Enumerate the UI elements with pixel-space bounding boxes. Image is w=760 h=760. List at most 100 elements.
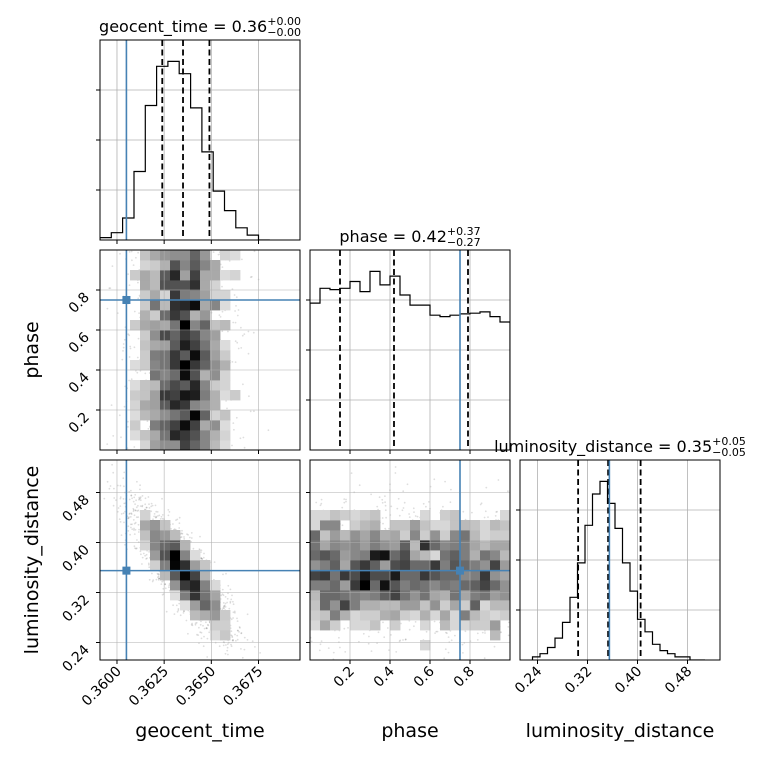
density-cell — [200, 370, 211, 381]
scatter-point — [213, 561, 216, 563]
scatter-point — [236, 634, 239, 637]
scatter-point — [137, 504, 139, 507]
scatter-point — [168, 586, 170, 589]
density-cell — [190, 300, 201, 311]
scatter-point — [222, 602, 225, 604]
scatter-point — [235, 639, 237, 642]
density-cell — [220, 300, 231, 311]
scatter-point — [178, 602, 181, 605]
scatter-point — [116, 312, 119, 314]
scatter-point — [250, 275, 253, 278]
scatter-point — [120, 436, 122, 439]
density-cell — [170, 270, 181, 281]
scatter-point — [132, 500, 135, 503]
density-cell — [210, 380, 221, 391]
scatter-point — [112, 471, 115, 474]
scatter-point — [223, 607, 226, 610]
scatter-point — [97, 499, 99, 501]
scatter-point — [237, 347, 240, 350]
density-cell — [160, 270, 171, 281]
density-cell — [180, 260, 191, 271]
density-cell — [230, 390, 241, 401]
density-cell — [150, 370, 161, 381]
scatter-point — [238, 631, 240, 633]
scatter-point — [180, 536, 183, 538]
density-cell — [170, 340, 181, 351]
scatter-point — [253, 410, 255, 413]
scatter-point — [190, 623, 193, 626]
scatter-point — [130, 250, 133, 253]
scatter-point — [226, 646, 229, 649]
scatter-point — [133, 529, 135, 531]
density-cell — [190, 340, 201, 351]
scatter-point — [110, 404, 113, 406]
density-cell — [210, 410, 221, 421]
scatter-point — [198, 548, 201, 550]
density-cell — [170, 330, 181, 341]
density-cell — [140, 440, 151, 450]
scatter-point — [127, 517, 129, 520]
scatter-point — [223, 605, 225, 607]
scatter-point — [138, 312, 141, 314]
density-cell — [160, 410, 171, 421]
scatter-point — [130, 513, 133, 515]
scatter-point — [202, 624, 204, 627]
density-cell — [140, 250, 151, 261]
scatter-point — [203, 635, 205, 638]
density-cell — [200, 340, 211, 351]
scatter-point — [168, 511, 171, 513]
density-cell — [140, 310, 151, 321]
density-cell — [220, 270, 231, 281]
scatter-point — [234, 361, 237, 363]
scatter-point — [190, 537, 193, 539]
scatter-point — [202, 556, 205, 559]
scatter-point — [241, 258, 243, 261]
density-cell — [170, 350, 181, 361]
scatter-point — [155, 510, 158, 513]
density-cell — [150, 410, 161, 421]
scatter-point — [121, 358, 124, 361]
scatter-point — [157, 575, 160, 577]
density-cell — [200, 290, 211, 301]
scatter-point — [198, 626, 200, 629]
scatter-point — [232, 321, 235, 324]
scatter-point — [161, 514, 164, 516]
scatter-point — [253, 250, 256, 253]
density-cell — [220, 340, 231, 351]
scatter-point — [249, 276, 252, 279]
scatter-point — [240, 648, 242, 650]
scatter-point — [153, 513, 156, 515]
density-cell — [170, 430, 181, 441]
scatter-point — [177, 608, 180, 610]
scatter-point — [154, 516, 157, 519]
density-cell — [200, 380, 211, 391]
density-cell — [170, 360, 181, 371]
scatter-point — [119, 484, 122, 487]
scatter-point — [176, 610, 179, 613]
scatter-point — [123, 521, 125, 524]
density-cell — [190, 280, 201, 291]
density-cell — [170, 370, 181, 381]
scatter-point — [158, 577, 160, 580]
density-cell — [150, 440, 161, 450]
density-cell — [140, 390, 151, 401]
scatter-point — [137, 541, 140, 544]
scatter-point — [129, 512, 131, 515]
density-cell — [130, 410, 141, 421]
scatter-point — [120, 513, 123, 515]
scatter-point — [144, 372, 147, 375]
scatter-point — [201, 558, 204, 561]
scatter-point — [173, 613, 176, 615]
scatter-point — [227, 584, 230, 587]
scatter-point — [241, 656, 244, 659]
scatter-point — [221, 310, 224, 313]
scatter-point — [201, 557, 203, 560]
scatter-point — [173, 528, 176, 531]
density-cell — [220, 390, 231, 401]
scatter-point — [242, 383, 244, 386]
density-cell — [200, 300, 211, 311]
scatter-point — [230, 643, 232, 646]
scatter-point — [109, 485, 112, 487]
scatter-point — [235, 305, 237, 307]
scatter-point — [160, 583, 163, 585]
